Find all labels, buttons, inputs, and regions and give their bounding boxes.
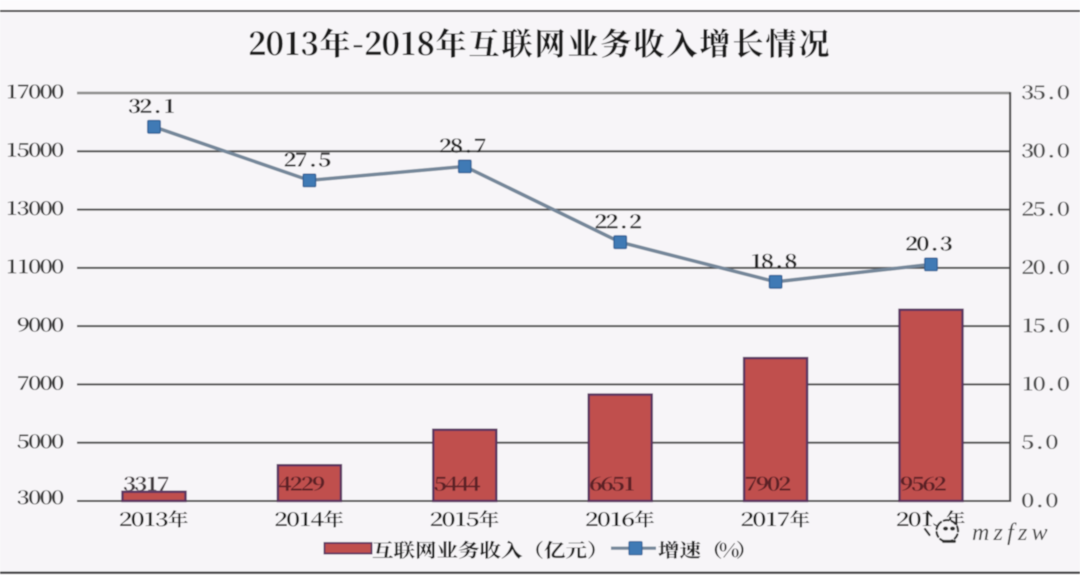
svg-text:mzfzw: mzfzw [972, 520, 1052, 546]
